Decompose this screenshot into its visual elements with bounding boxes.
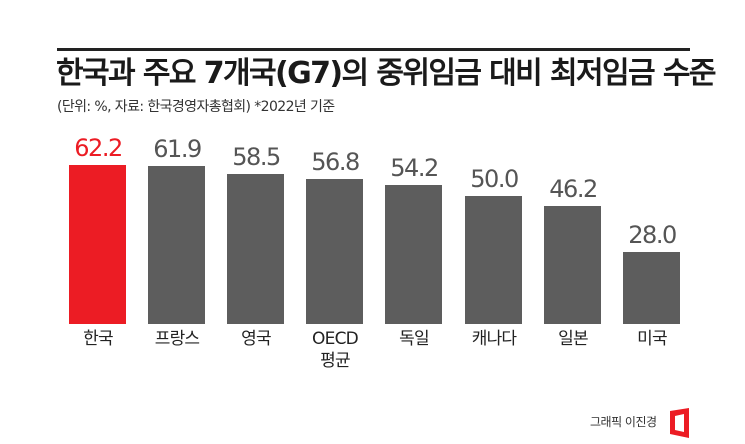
- graphic-credit: 그래픽 이진경: [590, 415, 657, 429]
- category-label: 독일: [399, 329, 429, 349]
- category-label: 한국: [83, 329, 113, 349]
- value-label: 62.2: [74, 134, 123, 162]
- bar-0: [69, 165, 126, 324]
- bar-4: [385, 185, 442, 324]
- category-label: 미국: [637, 329, 667, 349]
- category-label: 프랑스: [154, 329, 200, 349]
- value-label: 50.0: [470, 165, 519, 193]
- value-label: 28.0: [628, 221, 677, 249]
- red-frame-logo-icon: [670, 408, 689, 438]
- bar-1: [148, 166, 205, 324]
- bar-5: [465, 196, 522, 324]
- bar-7: [623, 252, 680, 324]
- category-label: OECD: [312, 329, 359, 349]
- top-rule: [57, 48, 690, 51]
- category-label: 일본: [558, 329, 588, 349]
- chart-subtitle: (단위: %, 자료: 한국경영자총협회) *2022년 기준: [57, 99, 335, 115]
- bar-3: [306, 179, 363, 324]
- value-label: 46.2: [549, 175, 598, 203]
- value-label: 56.8: [311, 148, 360, 176]
- value-label: 58.5: [232, 143, 281, 171]
- bar-6: [544, 206, 601, 324]
- chart-title: 한국과 주요 7개국(G7)의 중위임금 대비 최저임금 수준: [56, 56, 716, 91]
- value-label: 61.9: [153, 135, 202, 163]
- category-label-line2: 평균: [320, 351, 350, 371]
- category-label: 영국: [241, 329, 271, 349]
- category-label: 캐나다: [471, 329, 517, 349]
- bar-2: [227, 174, 284, 324]
- value-label: 54.2: [390, 154, 439, 182]
